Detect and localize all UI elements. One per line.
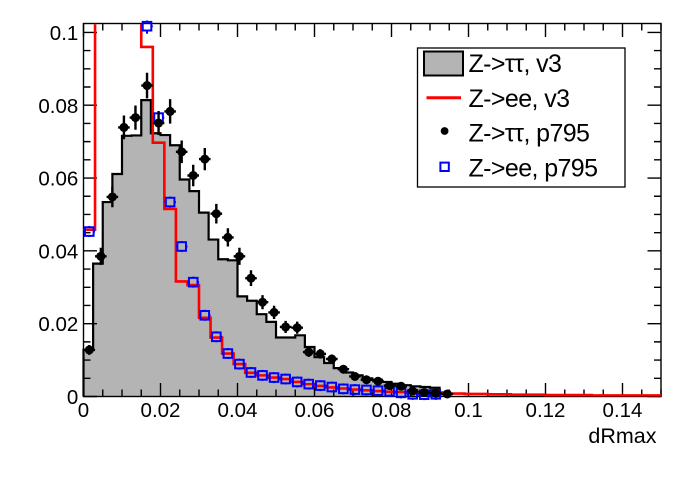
svg-text:0.08: 0.08 xyxy=(372,399,412,422)
svg-text:0: 0 xyxy=(78,399,89,422)
svg-text:0.14: 0.14 xyxy=(603,399,643,422)
svg-text:0.1: 0.1 xyxy=(50,22,79,45)
svg-text:0.12: 0.12 xyxy=(526,399,566,422)
svg-text:0: 0 xyxy=(67,386,78,409)
svg-text:Z->ee, p795: Z->ee, p795 xyxy=(469,154,598,182)
svg-text:0.06: 0.06 xyxy=(38,168,78,191)
svg-text:0.04: 0.04 xyxy=(218,399,258,422)
svg-text:dRmax: dRmax xyxy=(588,424,656,448)
svg-text:Z->ττ, v3: Z->ττ, v3 xyxy=(469,50,562,78)
svg-text:0.02: 0.02 xyxy=(141,399,181,422)
svg-text:0.02: 0.02 xyxy=(38,313,78,336)
svg-text:0.1: 0.1 xyxy=(454,399,483,422)
svg-text:0.06: 0.06 xyxy=(295,399,335,422)
svg-text:0.04: 0.04 xyxy=(38,240,78,263)
svg-text:Z->ττ, p795: Z->ττ, p795 xyxy=(469,120,590,148)
svg-text:Z->ee, v3: Z->ee, v3 xyxy=(469,85,570,113)
svg-text:0.08: 0.08 xyxy=(38,95,78,118)
